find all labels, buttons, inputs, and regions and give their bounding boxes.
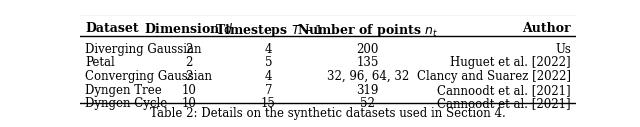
Text: Diverging Gaussian: Diverging Gaussian bbox=[85, 43, 202, 56]
Text: 4: 4 bbox=[265, 70, 272, 83]
Text: 5: 5 bbox=[265, 56, 272, 69]
Text: 2: 2 bbox=[186, 43, 193, 56]
Text: 200: 200 bbox=[356, 43, 379, 56]
Text: Cannoodt et al. [2021]: Cannoodt et al. [2021] bbox=[437, 84, 571, 97]
Text: Dataset: Dataset bbox=[85, 22, 139, 35]
Text: Petal: Petal bbox=[85, 56, 115, 69]
Text: 4: 4 bbox=[265, 43, 272, 56]
Text: 2: 2 bbox=[186, 56, 193, 69]
Text: Table 2: Details on the synthetic datasets used in Section 4.: Table 2: Details on the synthetic datase… bbox=[150, 107, 506, 120]
Text: 10: 10 bbox=[182, 84, 196, 97]
Text: Number of points $n_t$: Number of points $n_t$ bbox=[297, 22, 438, 39]
Text: 135: 135 bbox=[356, 56, 379, 69]
Text: 2: 2 bbox=[186, 70, 193, 83]
Text: Clancy and Suarez [2022]: Clancy and Suarez [2022] bbox=[417, 70, 571, 83]
Text: 52: 52 bbox=[360, 97, 375, 110]
Text: 10: 10 bbox=[182, 97, 196, 110]
Text: Huguet et al. [2022]: Huguet et al. [2022] bbox=[451, 56, 571, 69]
Text: Author: Author bbox=[522, 22, 571, 35]
Text: 7: 7 bbox=[265, 84, 272, 97]
Text: Dyngen Cycle: Dyngen Cycle bbox=[85, 97, 167, 110]
Text: Converging Gaussian: Converging Gaussian bbox=[85, 70, 212, 83]
Text: 319: 319 bbox=[356, 84, 379, 97]
Text: Cannoodt et al. [2021]: Cannoodt et al. [2021] bbox=[437, 97, 571, 110]
Text: 32, 96, 64, 32: 32, 96, 64, 32 bbox=[326, 70, 409, 83]
Text: Us: Us bbox=[555, 43, 571, 56]
Text: Dyngen Tree: Dyngen Tree bbox=[85, 84, 162, 97]
Text: Timesteps $T+1$: Timesteps $T+1$ bbox=[214, 22, 323, 39]
Text: Dimension $d$: Dimension $d$ bbox=[145, 22, 234, 36]
Text: 15: 15 bbox=[261, 97, 276, 110]
